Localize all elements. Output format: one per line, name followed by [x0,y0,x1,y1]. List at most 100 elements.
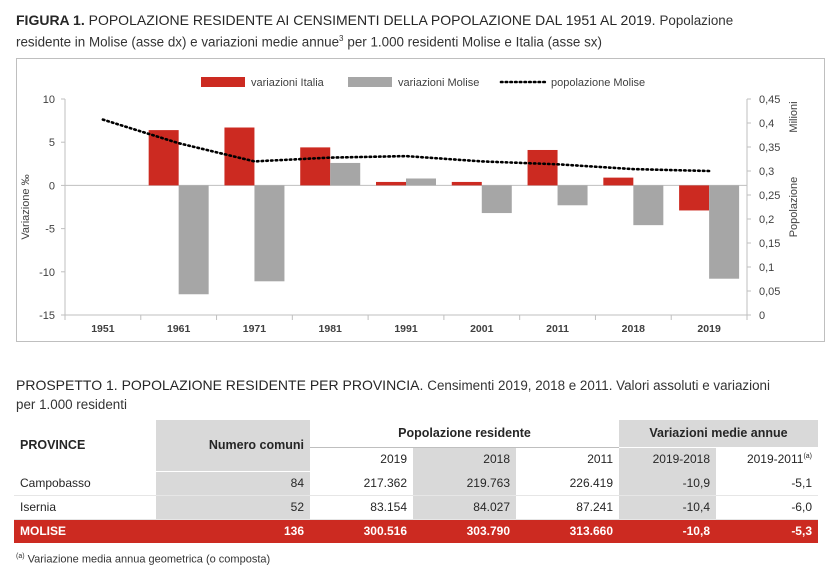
legend-swatch [201,77,245,87]
footnote-text: Variazione media annua geometrica (o com… [27,553,271,566]
bar-variazioni-molise [633,185,664,226]
cell-v1: -10,4 [619,495,716,520]
cell-comuni: 84 [156,471,310,496]
header-variazioni: Variazioni medie annue [619,420,818,448]
x-tick-label: 1951 [91,323,115,335]
x-tick-label: 2019 [697,323,721,335]
cell-p2018: 219.763 [413,471,516,496]
bar-variazioni-italia [451,181,482,186]
figure-title: FIGURA 1. POPOLAZIONE RESIDENTE AI CENSI… [16,11,828,52]
y-tick-label-right: 0,15 [759,238,780,250]
bar-variazioni-molise [406,178,436,186]
cell-v2: -6,0 [716,495,818,520]
y-tick-label-left: 0 [49,180,55,192]
header-province: PROVINCE [14,420,156,472]
cell-p2019: 83.154 [310,495,413,520]
table-total-row: MOLISE 136 300.516 303.790 313.660 -10,8… [14,519,818,543]
bar-variazioni-molise [481,185,512,214]
total-v1: -10,8 [619,519,716,543]
x-tick-label: 1961 [167,323,191,335]
header-var-sup: (a) [803,453,812,461]
cell-p2011: 226.419 [516,471,619,496]
legend-label: popolazione Molise [551,77,645,89]
cell-p2019: 217.362 [310,471,413,496]
y-tick-label-right: 0,35 [759,142,780,154]
bar-variazioni-molise [254,185,285,282]
prospetto-table: PROVINCE Numero comuni Popolazione resid… [14,420,818,543]
bar-variazioni-italia [376,181,406,186]
figure-subtitle-c: per 1.000 residenti Molise e Italia (ass… [347,34,602,50]
footnote: (a) Variazione media annua geometrica (o… [16,553,270,566]
x-tick-label: 2018 [622,323,646,335]
prospetto-subtitle-a: Censimenti 2019, 2018 e 2011. Valori ass… [427,378,770,393]
cell-province: Isernia [14,495,156,520]
bar-variazioni-italia [300,147,331,186]
cell-comuni: 52 [156,495,310,520]
prospetto-label: PROSPETTO 1. [16,377,118,393]
bar-variazioni-italia [148,130,179,186]
x-tick-label: 1981 [319,323,343,335]
header-var-2019-2011: 2019-2011(a) [716,447,818,471]
y-tick-label-left: 10 [43,94,55,106]
chart-svg: 10 5 0 -5 -10 -15 0,45 0,4 0,35 0,3 0,25 0,2 0,15 0,1… [20,77,800,335]
bar-variazioni-molise [557,185,588,206]
total-comuni: 136 [156,519,310,543]
x-tick-label: 1971 [243,323,267,335]
legend-label: variazioni Italia [251,77,325,89]
figure-label: FIGURA 1. [16,12,85,28]
bar-variazioni-italia [679,185,710,211]
figure-subtitle-b: residente in Molise (asse dx) e variazio… [16,34,340,50]
bar-variazioni-molise [178,185,209,295]
y-tick-label-right: 0,05 [759,286,780,298]
table-row: Isernia 52 83.154 84.027 87.241 -10,4 -6… [14,495,818,520]
bar-variazioni-italia [603,177,634,186]
legend-swatch [348,77,392,87]
y-tick-label-right: 0,1 [759,262,774,274]
x-tick-label: 2011 [546,323,569,335]
cell-v1: -10,9 [619,471,716,496]
table-row: Campobasso 84 217.362 219.763 226.419 -1… [14,471,818,496]
total-province: MOLISE [14,519,156,543]
figure-subtitle-a: Popolazione [659,13,734,28]
total-p2011: 313.660 [516,519,619,543]
header-2019: 2019 [380,452,407,467]
bar-variazioni-molise [330,162,361,186]
cell-v2: -5,1 [716,471,818,496]
cell-p2011: 87.241 [516,495,619,520]
header-var-2019-2011-text: 2019-2011 [746,452,804,467]
footnote-sup: (a) [16,553,25,560]
bar-variazioni-molise [709,185,740,279]
y-tick-label-right: 0,2 [759,214,774,226]
figure-subtitle-sup: 3 [339,34,344,43]
y-axis-title-left: Variazione ‰ [20,174,32,239]
prospetto-title: PROSPETTO 1. POPOLAZIONE RESIDENTE PER P… [16,376,828,414]
total-v2: -5,3 [716,519,818,543]
bar-variazioni-italia [527,149,558,186]
header-2018: 2018 [413,447,516,471]
x-tick-label: 2001 [470,323,494,335]
y-axis-title-right-1: Milioni [788,101,800,132]
y-tick-label-right: 0,3 [759,166,774,178]
y-tick-label-left: 5 [49,137,55,149]
cell-province: Campobasso [14,471,156,496]
line-popolazione-molise [101,118,711,173]
legend-label: variazioni Molise [398,77,479,89]
figure-main-title: POPOLAZIONE RESIDENTE AI CENSIMENTI DELL… [88,12,656,28]
header-var-2019-2018: 2019-2018 [619,447,716,471]
y-tick-label-right: 0,25 [759,190,780,202]
y-tick-label-left: -10 [39,267,55,279]
y-tick-label-left: -5 [45,224,55,236]
prospetto-main-title: POPOLAZIONE RESIDENTE PER PROVINCIA. [121,377,424,393]
header-2011: 2011 [587,452,613,467]
y-tick-label-right: 0,45 [759,94,780,106]
y-tick-label-right: 0,4 [759,118,774,130]
header-comuni: Numero comuni [156,420,310,472]
total-p2019: 300.516 [310,519,413,543]
y-axis-title-right-2: Popolazione [788,177,800,238]
total-p2018: 303.790 [413,519,516,543]
cell-p2018: 84.027 [413,495,516,520]
prospetto-subtitle-b: per 1.000 residenti [16,397,127,412]
x-tick-label: 1991 [394,323,418,335]
chart-frame: 10 5 0 -5 -10 -15 0,45 0,4 0,35 0,3 0,25 0,2 0,15 0,1… [16,58,825,342]
y-tick-label-right: 0 [759,310,765,322]
